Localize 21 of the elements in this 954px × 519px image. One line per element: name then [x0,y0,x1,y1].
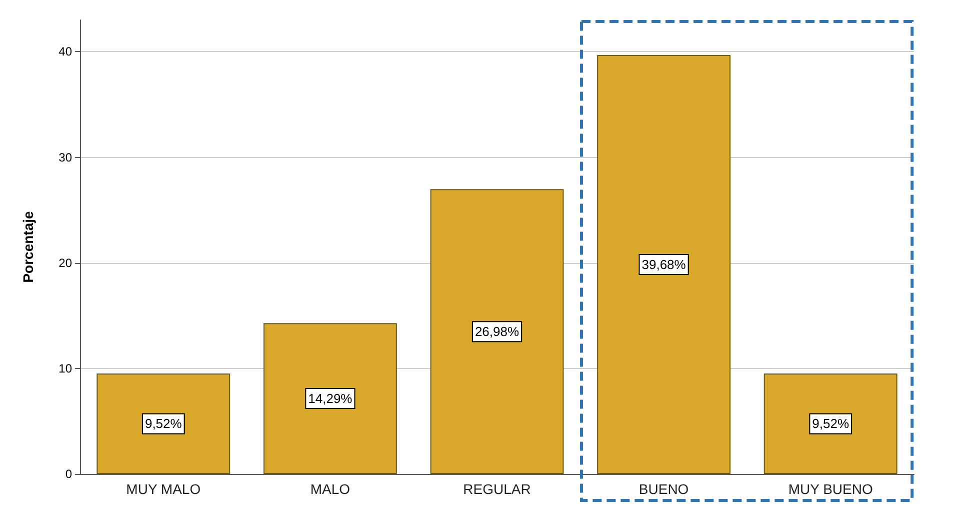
bar [430,189,564,474]
y-tick-label: 40 [58,44,72,59]
data-label: 14,29% [308,391,353,406]
x-tick-label: MALO [310,481,350,497]
y-tick-label: 0 [65,467,72,481]
x-tick-label: REGULAR [463,481,531,497]
bar [597,55,731,474]
data-label: 39,68% [642,257,686,272]
bar [263,323,397,474]
x-tick-label: BUENO [638,481,689,497]
x-tick-label: MUY MALO [126,481,201,497]
y-tick-label: 20 [58,256,72,270]
x-tick-label: MUY BUENO [788,481,873,497]
data-label: 9,52% [812,416,850,432]
data-label: 9,52% [144,416,182,432]
y-tick-label: 10 [58,361,72,376]
y-tick-label: 30 [58,150,72,164]
data-label: 26,98% [474,324,520,340]
y-axis-title: Porcentaje [20,210,36,283]
bar [764,373,898,474]
bar [96,373,230,474]
